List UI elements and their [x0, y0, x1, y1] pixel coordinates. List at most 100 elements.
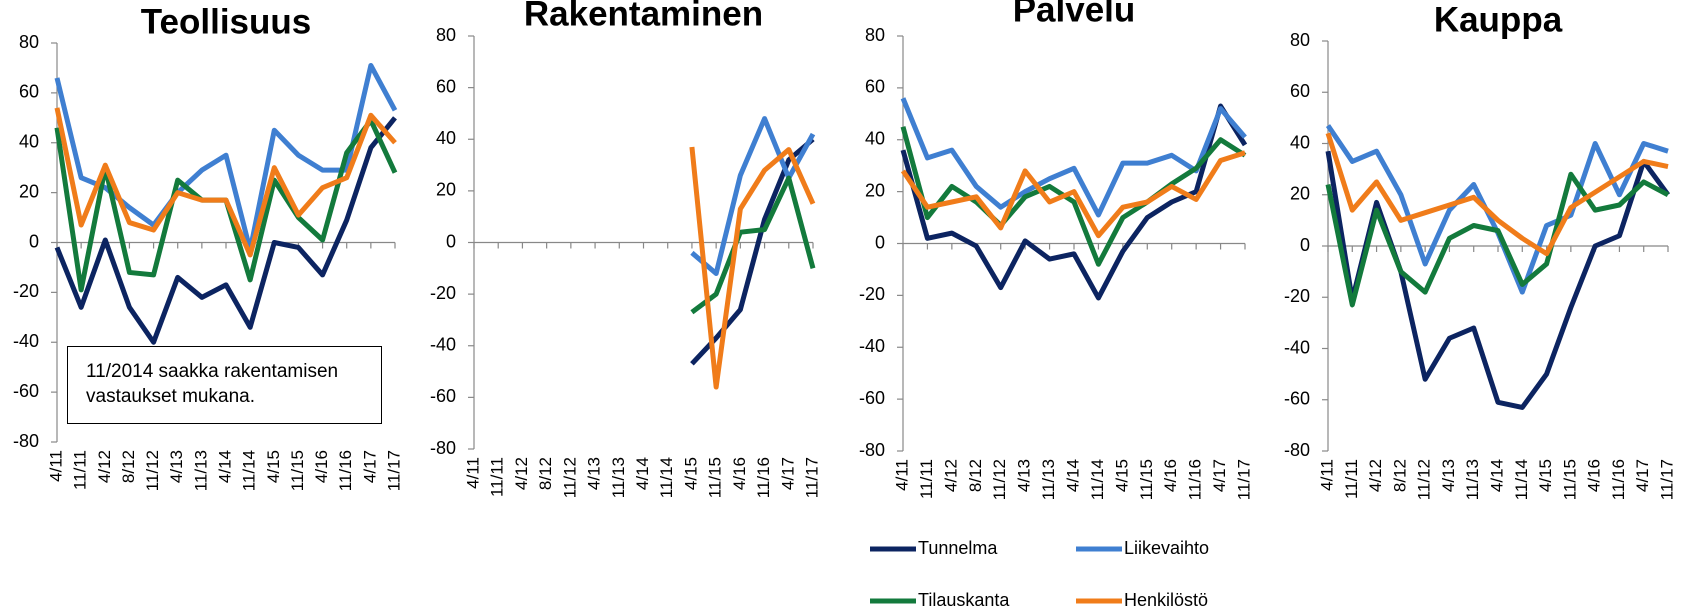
y-tick-label: 80 — [19, 32, 39, 52]
series-line — [690, 175, 816, 315]
x-tick-label: 11/12 — [1415, 459, 1434, 500]
x-tick-label: 11/16 — [1186, 459, 1205, 500]
x-tick-label: 11/11 — [71, 450, 90, 490]
y-tick-label: 20 — [865, 180, 885, 200]
y-tick-label: 80 — [865, 25, 885, 45]
x-tick-label: 8/12 — [1390, 459, 1409, 492]
x-tick-label: 11/13 — [1039, 459, 1058, 500]
x-tick-label: 4/14 — [215, 450, 234, 483]
x-tick-label: 4/15 — [1536, 459, 1555, 492]
x-tick-label: 4/12 — [1366, 459, 1385, 492]
y-tick-label: 20 — [436, 180, 456, 200]
series-line — [1325, 132, 1669, 257]
series-line — [689, 146, 816, 390]
series-line — [900, 126, 1247, 267]
chart-title: Teollisuus — [141, 2, 312, 41]
x-tick-label: 4/17 — [1633, 459, 1652, 492]
x-tick-label: 11/12 — [143, 450, 162, 491]
x-tick-label: 4/12 — [95, 450, 114, 483]
x-tick-label: 4/11 — [892, 459, 911, 491]
x-tick-label: 4/11 — [1317, 459, 1336, 491]
y-tick-label: 60 — [436, 76, 456, 96]
y-tick-label: 0 — [875, 232, 885, 252]
series-line — [1325, 171, 1670, 308]
y-tick-label: -40 — [13, 331, 39, 351]
x-tick-label: 4/15 — [264, 450, 283, 483]
y-tick-label: -20 — [859, 284, 885, 304]
y-tick-label: -40 — [1284, 337, 1310, 357]
series-line — [54, 116, 397, 345]
x-tick-label: 11/13 — [1463, 459, 1482, 500]
x-tick-label: 11/15 — [706, 457, 725, 498]
x-tick-label: 11/15 — [1137, 459, 1156, 500]
x-tick-label: 8/12 — [966, 459, 985, 492]
x-tick-label: 11/13 — [609, 457, 628, 498]
y-tick-label: 40 — [1290, 132, 1310, 152]
x-tick-label: 11/11 — [917, 459, 936, 499]
y-tick-label: 60 — [865, 77, 885, 97]
x-tick-label: 11/16 — [1609, 459, 1628, 500]
legend-label: Liikevaihto — [1124, 538, 1209, 558]
x-tick-label: 4/13 — [585, 457, 604, 490]
x-tick-label: 11/11 — [488, 457, 507, 497]
x-tick-label: 4/13 — [1439, 459, 1458, 492]
y-tick-label: -60 — [13, 381, 39, 401]
x-tick-label: 11/17 — [802, 457, 821, 498]
series-line — [54, 107, 397, 258]
x-tick-label: 11/13 — [191, 450, 210, 491]
x-tick-label: 4/16 — [1585, 459, 1604, 492]
x-tick-label: 11/12 — [560, 457, 579, 498]
chart-title: Palvelu — [1013, 0, 1136, 29]
x-tick-label: 11/11 — [1342, 459, 1361, 499]
x-tick-label: 4/14 — [633, 457, 652, 490]
legend-label: Tunnelma — [918, 538, 998, 558]
x-tick-label: 4/12 — [941, 459, 960, 492]
x-tick-label: 4/15 — [1112, 459, 1131, 492]
x-tick-label: 8/12 — [119, 450, 138, 483]
y-tick-label: -20 — [430, 283, 456, 303]
y-tick-label: -80 — [13, 431, 39, 451]
x-tick-label: 4/14 — [1063, 459, 1082, 492]
chart-title: Rakentaminen — [524, 0, 763, 33]
y-tick-label: -40 — [859, 336, 885, 356]
y-tick-label: 40 — [436, 128, 456, 148]
x-tick-label: 4/11 — [46, 450, 65, 482]
x-tick-label: 4/15 — [681, 457, 700, 490]
annotation: 11/2014 saakka rakentamisen vastaukset m… — [67, 346, 382, 424]
x-tick-label: 4/16 — [1161, 459, 1180, 492]
y-tick-label: 0 — [446, 231, 456, 251]
y-tick-label: -40 — [430, 335, 456, 355]
y-tick-label: -80 — [430, 438, 456, 458]
chart-title: Kauppa — [1434, 0, 1563, 39]
y-tick-label: -80 — [859, 440, 885, 460]
x-tick-label: 4/17 — [1210, 459, 1229, 492]
x-tick-label: 11/17 — [1234, 459, 1253, 500]
x-tick-label: 11/17 — [1657, 459, 1676, 500]
y-tick-label: 20 — [19, 181, 39, 201]
y-tick-label: 20 — [1290, 184, 1310, 204]
y-tick-label: -60 — [859, 388, 885, 408]
y-tick-label: 60 — [1290, 81, 1310, 101]
x-tick-label: 4/12 — [512, 457, 531, 490]
legend-label: Tilauskanta — [918, 590, 1010, 609]
x-tick-label: 4/11 — [463, 457, 482, 489]
x-tick-label: 11/15 — [1560, 459, 1579, 500]
x-tick-label: 4/14 — [1487, 459, 1506, 492]
x-tick-label: 4/16 — [730, 457, 749, 490]
y-tick-label: -20 — [13, 281, 39, 301]
y-tick-label: 80 — [436, 25, 456, 45]
x-tick-label: 11/14 — [240, 450, 259, 491]
y-tick-label: 0 — [29, 231, 39, 251]
series-line — [690, 116, 816, 276]
y-tick-label: 0 — [1300, 235, 1310, 255]
x-tick-label: 11/14 — [1512, 459, 1531, 500]
y-tick-label: 40 — [865, 129, 885, 149]
x-tick-label: 4/13 — [167, 450, 186, 483]
x-tick-label: 11/14 — [1088, 459, 1107, 500]
x-tick-label: 11/12 — [990, 459, 1009, 500]
x-tick-label: 11/15 — [288, 450, 307, 491]
x-tick-label: 4/13 — [1015, 459, 1034, 492]
y-tick-label: -60 — [1284, 389, 1310, 409]
